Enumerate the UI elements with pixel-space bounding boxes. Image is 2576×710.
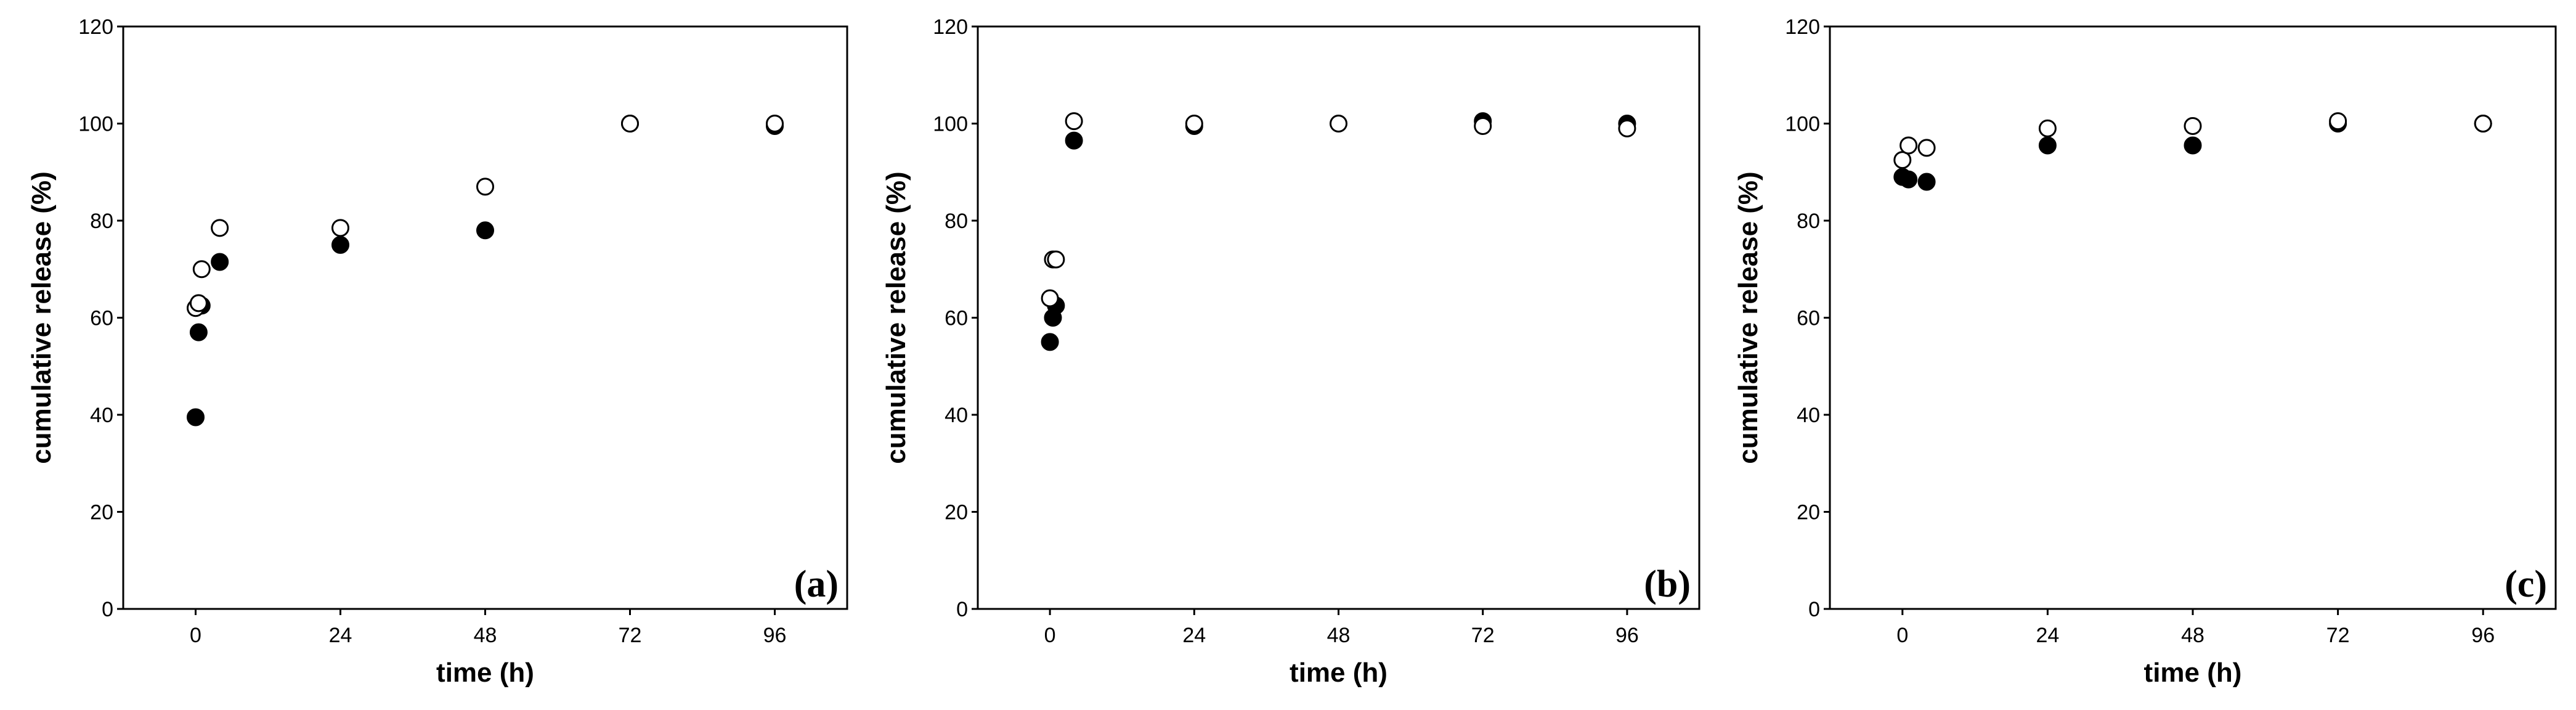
- y-tick-label: 80: [1797, 210, 1820, 233]
- y-tick-label: 20: [1797, 501, 1820, 524]
- data-point-open: [1041, 289, 1059, 308]
- x-tick-label: 96: [1615, 624, 1639, 647]
- x-tick-label: 24: [1182, 624, 1206, 647]
- panel-label: (c): [2505, 563, 2547, 605]
- y-tick-label: 40: [1797, 404, 1820, 427]
- data-point-open: [1185, 115, 1203, 133]
- panel-label: (a): [794, 563, 839, 605]
- x-tick-label: 48: [474, 624, 497, 647]
- data-point-open: [621, 115, 639, 133]
- y-tick-label: 120: [78, 15, 113, 39]
- y-tick-label: 0: [956, 598, 968, 621]
- data-point-filled: [2184, 136, 2202, 155]
- panel-label: (b): [1644, 563, 1691, 605]
- y-tick-label: 100: [933, 113, 968, 136]
- data-point-open: [331, 219, 349, 237]
- plot-frame: [977, 25, 1700, 610]
- data-point-open: [1065, 112, 1083, 131]
- y-tick-label: 60: [945, 307, 968, 330]
- x-tick-label: 96: [2471, 624, 2495, 647]
- data-point-filled: [211, 253, 229, 271]
- data-point-filled: [331, 235, 349, 254]
- plot-frame: [122, 25, 848, 610]
- data-point-open: [1330, 115, 1347, 133]
- data-point-open: [1047, 250, 1065, 269]
- data-point-filled: [187, 408, 205, 426]
- x-tick-label: 48: [1327, 624, 1351, 647]
- data-point-filled: [1065, 131, 1083, 150]
- y-tick-label: 20: [945, 501, 968, 524]
- y-tick-label: 120: [1785, 15, 1820, 39]
- y-axis-title: cumulative release (%): [881, 171, 911, 463]
- x-tick-label: 24: [329, 624, 352, 647]
- data-point-open: [1917, 139, 1936, 157]
- data-point-open: [2474, 115, 2492, 133]
- x-axis-title: time (h): [436, 658, 534, 688]
- y-tick-label: 100: [78, 113, 113, 136]
- data-point-filled: [2038, 136, 2057, 155]
- data-point-filled: [1917, 173, 1936, 191]
- y-tick-label: 80: [90, 210, 113, 233]
- data-point-open: [2184, 116, 2202, 135]
- y-tick-label: 0: [102, 598, 113, 621]
- x-axis-title: time (h): [2144, 658, 2242, 688]
- chart-panel-c: 0 20 40 60 80 100 120 0 24 48 72 96 time (h) cumulati…: [1733, 15, 2557, 688]
- x-tick-label: 72: [619, 624, 642, 647]
- y-tick-label: 80: [945, 210, 968, 233]
- x-tick-label: 0: [190, 624, 201, 647]
- data-point-open: [1618, 119, 1636, 137]
- y-tick-label: 0: [1808, 598, 1820, 621]
- y-axis-title: cumulative release (%): [26, 171, 57, 463]
- data-point-open: [1474, 116, 1492, 135]
- x-tick-label: 72: [2326, 624, 2350, 647]
- plot-frame: [1829, 25, 2557, 610]
- data-point-filled: [476, 221, 494, 240]
- y-axis-title: cumulative release (%): [1733, 171, 1763, 463]
- data-point-filled: [1899, 170, 1918, 189]
- x-tick-label: 0: [1044, 624, 1056, 647]
- data-point-filled: [189, 323, 208, 341]
- y-tick-label: 100: [1785, 113, 1820, 136]
- data-point-open: [766, 115, 784, 133]
- y-tick-label: 60: [90, 307, 113, 330]
- y-tick-label: 40: [90, 404, 113, 427]
- x-axis-title: time (h): [1290, 658, 1388, 688]
- data-point-open: [2329, 112, 2347, 131]
- chart-panel-a: 0 20 40 60 80 100 120 0 24 48 72 96 time (h) cumulati…: [26, 15, 848, 688]
- chart-panel-b: 0 20 40 60 80 100 120 0 24 48 72 96 time (h) cumulati…: [881, 15, 1700, 688]
- data-point-filled: [1041, 333, 1059, 351]
- data-point-open: [1899, 136, 1918, 155]
- x-tick-label: 72: [1471, 624, 1495, 647]
- data-point-open: [476, 178, 494, 196]
- data-point-open: [192, 260, 211, 279]
- y-tick-label: 40: [945, 404, 968, 427]
- y-tick-label: 60: [1797, 307, 1820, 330]
- data-point-open: [2038, 119, 2057, 137]
- data-point-open: [189, 294, 208, 312]
- y-tick-label: 120: [933, 15, 968, 39]
- data-point-open: [211, 219, 229, 237]
- y-tick-label: 20: [90, 501, 113, 524]
- data-point-open: [1893, 151, 1912, 169]
- x-tick-label: 0: [1896, 624, 1908, 647]
- x-tick-label: 24: [2036, 624, 2059, 647]
- x-tick-label: 96: [763, 624, 787, 647]
- x-tick-label: 48: [2181, 624, 2204, 647]
